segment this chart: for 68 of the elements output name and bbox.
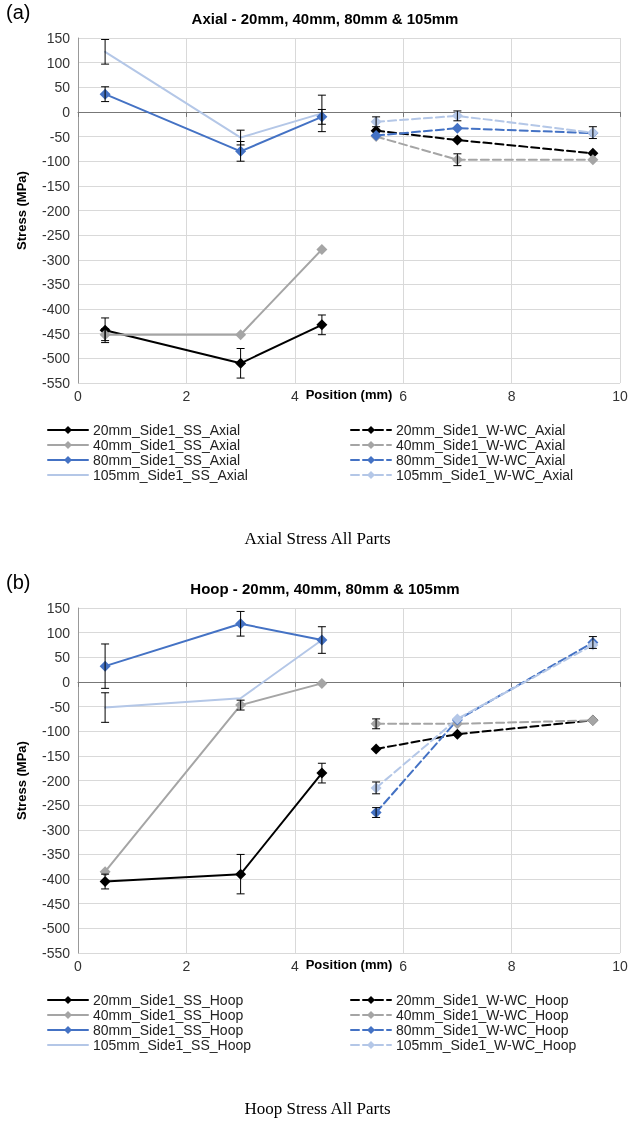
y-tick-label: -50 xyxy=(49,698,71,715)
legend-label: 105mm_Side1_SS_Axial xyxy=(93,467,248,483)
legend-label: 20mm_Side1_SS_Axial xyxy=(93,422,241,438)
y-tick-label: 50 xyxy=(54,79,71,96)
legend-label: 20mm_Side1_W-WC_Axial xyxy=(396,422,566,438)
y-tick-label: -350 xyxy=(41,276,71,293)
chart-title: Hoop - 20mm, 40mm, 80mm & 105mm xyxy=(190,580,460,597)
chart-title: Axial - 20mm, 40mm, 80mm & 105mm xyxy=(191,10,459,27)
x-axis-title: Position (mm) xyxy=(305,387,393,402)
y-tick-label: -50 xyxy=(49,128,71,145)
legend-label: 40mm_Side1_W-WC_Axial xyxy=(396,437,566,453)
text: Axial Stress All Parts xyxy=(244,529,391,548)
text: (b) xyxy=(6,571,31,593)
x-tick-label: 6 xyxy=(399,958,408,974)
legend-label: 40mm_Side1_SS_Hoop xyxy=(93,1007,244,1023)
legend-label: 105mm_Side1_SS_Hoop xyxy=(93,1037,252,1053)
x-tick-label: 2 xyxy=(182,388,191,404)
y-tick-label: -100 xyxy=(41,723,71,740)
y-tick-label: -150 xyxy=(41,747,71,764)
y-tick-label: 100 xyxy=(46,624,71,641)
y-tick-label: -300 xyxy=(41,821,71,838)
x-axis-title: Position (mm) xyxy=(305,957,393,972)
y-tick-label: 0 xyxy=(62,103,71,120)
legend-label: 80mm_Side1_SS_Hoop xyxy=(93,1022,244,1038)
x-tick-label: 0 xyxy=(74,388,83,404)
legend-label: 80mm_Side1_W-WC_Hoop xyxy=(396,1022,569,1038)
y-tick-label: -500 xyxy=(41,350,71,367)
x-tick-label: 6 xyxy=(399,388,408,404)
x-tick-label: 0 xyxy=(74,958,83,974)
y-tick-label: -550 xyxy=(41,375,71,391)
y-tick-label: -550 xyxy=(41,945,71,961)
text: Hoop Stress All Parts xyxy=(244,1099,391,1118)
y-tick-label: 0 xyxy=(62,673,71,690)
y-tick-label: -150 xyxy=(41,177,71,194)
y-tick-label: 150 xyxy=(46,30,71,46)
y-tick-label: -400 xyxy=(41,871,71,888)
text: (a) xyxy=(6,1,31,23)
y-tick-label: -350 xyxy=(41,846,71,863)
legend-label: 105mm_Side1_W-WC_Hoop xyxy=(396,1037,577,1053)
x-tick-label: 8 xyxy=(507,958,516,974)
x-tick-label: 4 xyxy=(290,958,299,974)
legend-label: 40mm_Side1_W-WC_Hoop xyxy=(396,1007,569,1023)
y-tick-label: 150 xyxy=(46,600,71,616)
y-tick-label: -250 xyxy=(41,227,71,244)
legend-label: 80mm_Side1_SS_Axial xyxy=(93,452,241,468)
x-tick-label: 8 xyxy=(507,388,516,404)
x-tick-label: 10 xyxy=(612,958,628,974)
y-tick-label: -100 xyxy=(41,153,71,170)
legend-label: 80mm_Side1_W-WC_Axial xyxy=(396,452,566,468)
x-tick-label: 2 xyxy=(182,958,191,974)
y-tick-label: -400 xyxy=(41,301,71,318)
x-tick-label: 4 xyxy=(290,388,299,404)
y-tick-label: -200 xyxy=(41,772,71,789)
y-tick-label: 100 xyxy=(46,54,71,71)
y-tick-label: -200 xyxy=(41,202,71,219)
legend-label: 40mm_Side1_SS_Axial xyxy=(93,437,241,453)
legend-label: 105mm_Side1_W-WC_Axial xyxy=(396,467,574,483)
y-tick-label: -500 xyxy=(41,920,71,937)
x-tick-label: 10 xyxy=(612,388,628,404)
y-tick-label: -450 xyxy=(41,895,71,912)
legend-label: 20mm_Side1_SS_Hoop xyxy=(93,992,244,1008)
y-axis-title: Stress (MPa) xyxy=(14,741,29,820)
y-tick-label: -450 xyxy=(41,325,71,342)
y-tick-label: -250 xyxy=(41,797,71,814)
legend-label: 20mm_Side1_W-WC_Hoop xyxy=(396,992,569,1008)
y-tick-label: 50 xyxy=(54,649,71,666)
y-axis-title: Stress (MPa) xyxy=(14,171,29,250)
y-tick-label: -300 xyxy=(41,251,71,268)
